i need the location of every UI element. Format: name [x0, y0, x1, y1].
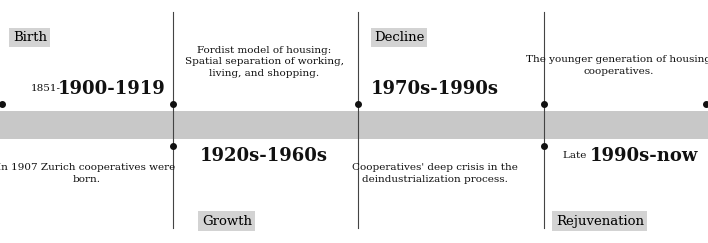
Text: Decline: Decline: [374, 31, 424, 44]
Text: 1920s-1960s: 1920s-1960s: [200, 147, 328, 165]
Bar: [0, 111, 708, 139]
Text: 1851-: 1851-: [30, 84, 61, 93]
Text: 1990s-now: 1990s-now: [590, 147, 699, 165]
Text: Growth: Growth: [202, 215, 252, 228]
Text: Birth: Birth: [13, 31, 47, 44]
Text: Cooperatives' deep crisis in the
deindustrialization process.: Cooperatives' deep crisis in the deindus…: [352, 163, 518, 184]
Text: In 1907 Zurich cooperatives were
born.: In 1907 Zurich cooperatives were born.: [0, 163, 176, 184]
Text: 1970s-1990s: 1970s-1990s: [371, 80, 498, 98]
Text: Late: Late: [563, 151, 590, 160]
Text: Fordist model of housing:
Spatial separation of working,
living, and shopping.: Fordist model of housing: Spatial separa…: [185, 46, 343, 78]
Text: The younger generation of housing
cooperatives.: The younger generation of housing cooper…: [526, 55, 708, 76]
Text: Rejuvenation: Rejuvenation: [556, 215, 644, 228]
Text: 1900-1919: 1900-1919: [57, 80, 166, 98]
